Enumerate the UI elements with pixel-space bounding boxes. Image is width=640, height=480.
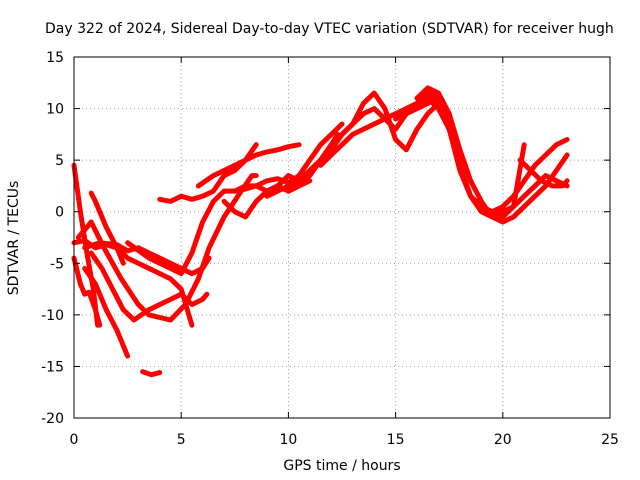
x-tick-label: 20 (494, 432, 512, 448)
series-line-s2 (71, 255, 103, 328)
series-line-s18 (393, 95, 570, 215)
series-line-s15 (264, 90, 463, 199)
y-tick-label: -10 (41, 308, 64, 324)
series-line-s21 (517, 157, 570, 189)
y-tick-label: -15 (41, 359, 64, 375)
axis-ticks (73, 56, 611, 419)
x-tick-label: 0 (70, 432, 79, 448)
x-tick-label: 10 (279, 432, 297, 448)
series-line-s14 (232, 121, 345, 194)
y-tick-label: -5 (50, 256, 64, 272)
axis-tick-labels: 0 5 10 15 20 25 -20 -15 -10 -5 0 5 10 15 (41, 50, 619, 448)
x-tick-label: 5 (177, 432, 186, 448)
y-tick-label: -20 (41, 411, 64, 427)
series-group (71, 85, 570, 378)
x-tick-label: 15 (387, 432, 405, 448)
x-axis-label: GPS time / hours (283, 458, 400, 474)
grid-lines (74, 57, 610, 418)
y-tick-label: 10 (46, 102, 64, 118)
x-tick-label: 25 (601, 432, 619, 448)
y-tick-label: 5 (55, 153, 64, 169)
series-line-s7 (75, 173, 259, 323)
chart-title: Day 322 of 2024, Sidereal Day-to-day VTE… (45, 21, 614, 37)
series-line-s6 (82, 265, 131, 359)
y-axis-label: SDTVAR / TECUs (6, 181, 22, 296)
plot-frame (73, 56, 611, 419)
series-line-s8 (88, 190, 195, 328)
series-line-s19 (403, 90, 570, 225)
series-line-s16 (285, 90, 441, 194)
series-line-s9 (140, 369, 163, 378)
series-line-s12 (195, 142, 302, 189)
series-line-s5 (88, 250, 210, 323)
series-line-s17 (318, 95, 527, 220)
y-tick-label: 0 (55, 205, 64, 221)
y-tick-label: 15 (46, 50, 64, 66)
